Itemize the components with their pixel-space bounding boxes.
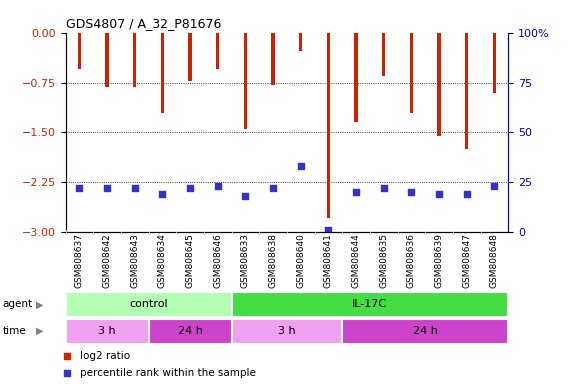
Bar	[355, 33, 357, 122]
Point	[186, 185, 195, 192]
Point	[75, 185, 84, 192]
Bar	[244, 33, 247, 129]
Bar	[106, 33, 109, 87]
Text: GSM808634: GSM808634	[158, 233, 167, 288]
Point	[103, 185, 112, 192]
Point	[213, 183, 222, 189]
Point	[324, 227, 333, 233]
Bar	[465, 33, 468, 149]
Text: agent: agent	[3, 299, 33, 310]
Bar	[342, 319, 508, 344]
Text: GSM808638: GSM808638	[268, 233, 278, 288]
Bar	[382, 33, 385, 76]
Point	[268, 185, 278, 192]
Text: log2 ratio: log2 ratio	[80, 351, 130, 361]
Text: time: time	[3, 326, 26, 336]
Bar	[327, 33, 330, 218]
Text: 3 h: 3 h	[98, 326, 116, 336]
Bar	[299, 33, 303, 51]
Text: GDS4807 / A_32_P81676: GDS4807 / A_32_P81676	[66, 17, 221, 30]
Text: GSM808647: GSM808647	[462, 233, 471, 288]
Point	[158, 191, 167, 197]
Point	[352, 189, 361, 195]
Bar	[437, 33, 441, 136]
Point	[63, 370, 72, 376]
Text: GSM808635: GSM808635	[379, 233, 388, 288]
Text: GSM808642: GSM808642	[103, 233, 112, 288]
Point	[130, 185, 139, 192]
Text: GSM808645: GSM808645	[186, 233, 195, 288]
Bar	[410, 33, 413, 113]
Text: percentile rank within the sample: percentile rank within the sample	[80, 368, 256, 378]
Text: GSM808636: GSM808636	[407, 233, 416, 288]
Bar	[271, 33, 275, 84]
Text: GSM808648: GSM808648	[490, 233, 499, 288]
Bar	[148, 319, 232, 344]
Bar	[493, 33, 496, 93]
Bar	[78, 33, 81, 69]
Bar	[66, 292, 232, 317]
Text: GSM808643: GSM808643	[130, 233, 139, 288]
Text: GSM808633: GSM808633	[241, 233, 250, 288]
Point	[296, 163, 305, 169]
Text: GSM808637: GSM808637	[75, 233, 84, 288]
Text: 24 h: 24 h	[413, 326, 437, 336]
Bar	[216, 33, 219, 69]
Bar	[161, 33, 164, 113]
Text: 24 h: 24 h	[178, 326, 203, 336]
Bar	[232, 292, 508, 317]
Text: ▶: ▶	[36, 299, 43, 310]
Text: GSM808646: GSM808646	[214, 233, 222, 288]
Bar	[232, 319, 342, 344]
Text: 3 h: 3 h	[278, 326, 296, 336]
Point	[490, 183, 499, 189]
Point	[63, 353, 72, 359]
Text: GSM808641: GSM808641	[324, 233, 333, 288]
Point	[407, 189, 416, 195]
Bar	[188, 33, 192, 81]
Text: GSM808640: GSM808640	[296, 233, 305, 288]
Bar	[66, 319, 148, 344]
Text: ▶: ▶	[36, 326, 43, 336]
Point	[462, 191, 471, 197]
Point	[435, 191, 444, 197]
Text: IL-17C: IL-17C	[352, 299, 388, 310]
Text: control: control	[129, 299, 168, 310]
Point	[241, 193, 250, 199]
Bar	[133, 33, 136, 87]
Text: GSM808639: GSM808639	[435, 233, 444, 288]
Point	[379, 185, 388, 192]
Text: GSM808644: GSM808644	[352, 233, 360, 288]
